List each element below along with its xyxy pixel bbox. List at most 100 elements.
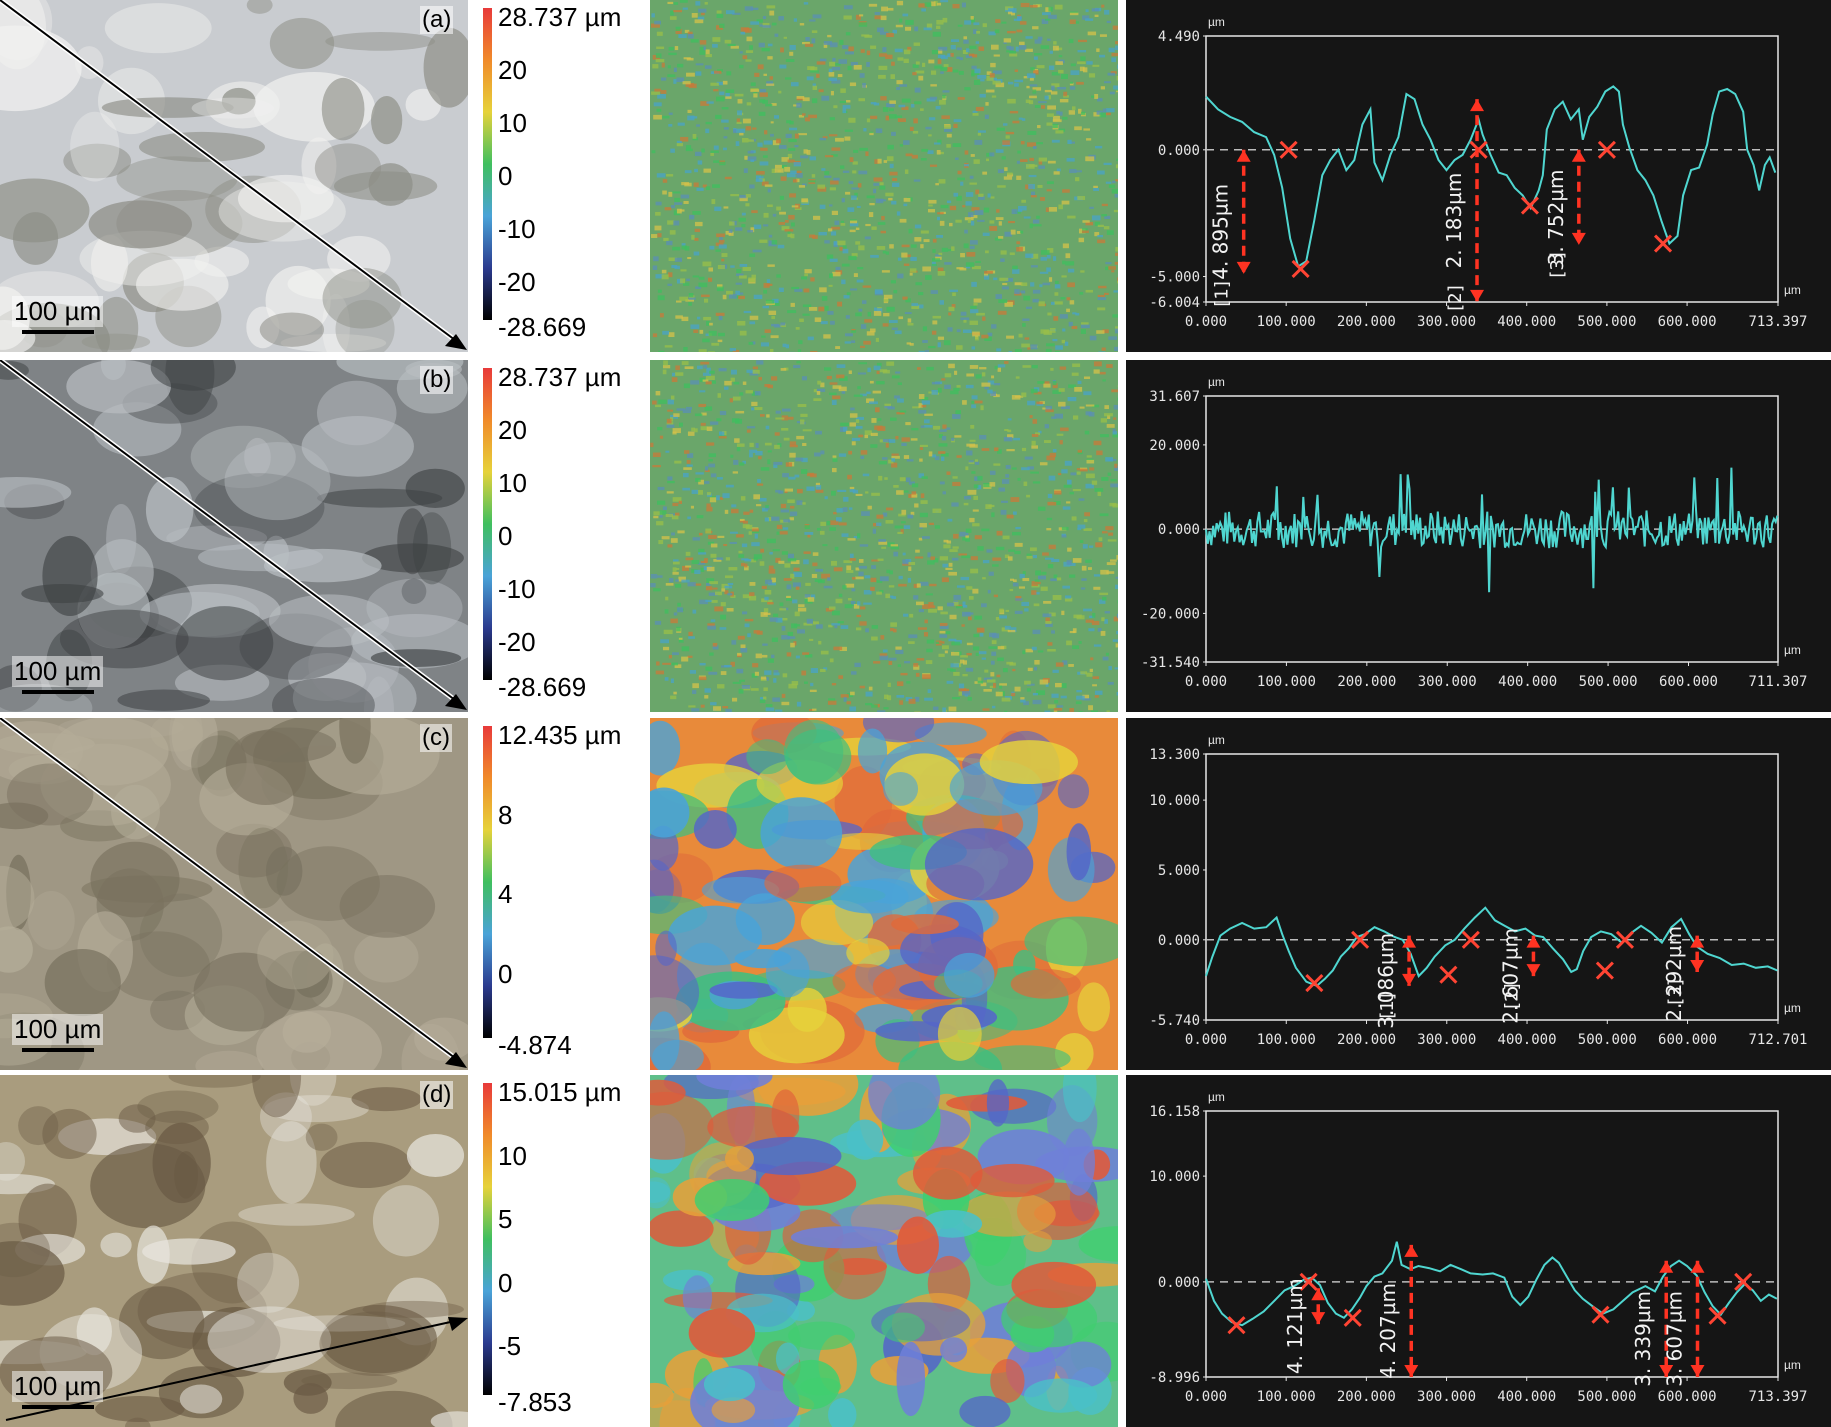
measurement-marker xyxy=(1439,965,1458,984)
x-unit-label: µm xyxy=(1784,643,1801,657)
colorbar-gradient xyxy=(483,726,492,1038)
scale-bar xyxy=(22,330,94,334)
x-tick-label: 400.000 xyxy=(1498,1032,1557,1048)
line-profile-chart: µm µm 16.158 10.000 0.000 -8.996 0.000 100.000 2… xyxy=(1126,1075,1831,1427)
height-difference-label: 2. 292µm xyxy=(1662,926,1686,1022)
scale-bar-label: 100 µm xyxy=(12,1014,104,1045)
figure-row: (c) 100 µm 12.435 µm 8 4 0 -4.874 µm µm 13.300 10.… xyxy=(0,718,1831,1070)
colorbar-tick-label: 28.737 µm xyxy=(498,362,622,392)
scale-bar xyxy=(22,690,94,694)
measurement-marker xyxy=(1279,140,1298,159)
x-tick-label: 713.397 xyxy=(1748,1389,1807,1405)
measurement-marker xyxy=(1708,1306,1727,1325)
panel-label: (d) xyxy=(420,1081,454,1109)
measurement-index-label: [1] xyxy=(1212,281,1233,307)
x-tick-label: 400.000 xyxy=(1498,674,1557,690)
height-map-3d xyxy=(650,718,1118,1070)
height-difference-arrow: 3. 752µm[3] xyxy=(1544,149,1586,278)
x-tick-label: 600.000 xyxy=(1658,1032,1717,1048)
measurement-marker xyxy=(1615,930,1635,949)
x-tick-label: 0.000 xyxy=(1185,1032,1227,1048)
colorbar-tick-label: 8 xyxy=(498,799,513,830)
height-map-image xyxy=(650,0,1118,352)
colorbar-tick-label: -28.669 xyxy=(498,672,587,702)
measurement-marker xyxy=(1227,1316,1246,1335)
x-tick-label: 713.397 xyxy=(1748,314,1807,330)
colorbar-tick-label: -20 xyxy=(498,627,536,657)
line-profile-chart: µm µm 31.607 20.000 0.000 -20.000 -31.540 0.000… xyxy=(1126,360,1831,712)
measurement-index-label: [3] xyxy=(1665,979,1686,1005)
x-unit-label: µm xyxy=(1784,283,1801,297)
colorbar-tick-label: -7.853 xyxy=(498,1387,572,1417)
colorbar-gradient xyxy=(483,8,492,320)
colorbar-tick-label: -28.669 xyxy=(498,312,587,342)
colorbar-tick-label: -5 xyxy=(498,1331,522,1362)
colorbar-tick-label: 0 xyxy=(498,958,513,989)
height-difference-arrow: 4. 207µm xyxy=(1376,1244,1419,1379)
x-tick-label: 100.000 xyxy=(1257,1032,1316,1048)
height-colorbar: 15.015 µm 10 5 0 -5 -7.853 xyxy=(480,1075,650,1427)
profile-series-line xyxy=(1205,85,1777,268)
y-unit-label: µm xyxy=(1208,1090,1225,1104)
y-tick-label: 13.300 xyxy=(1149,747,1200,763)
height-map-image xyxy=(650,1075,1118,1427)
measurement-marker xyxy=(1351,930,1370,949)
height-difference-label: 3. 607µm xyxy=(1663,1291,1687,1387)
x-tick-label: 712.701 xyxy=(1748,1032,1807,1048)
x-tick-label: 0.000 xyxy=(1185,314,1227,330)
colorbar-tick-label: 28.737 µm xyxy=(498,2,622,32)
x-tick-label: 200.000 xyxy=(1337,1389,1396,1405)
x-tick-label: 600.000 xyxy=(1659,674,1718,690)
x-tick-label: 400.000 xyxy=(1497,314,1556,330)
height-colorbar: 28.737 µm 20 10 0 -10 -20 -28.669 xyxy=(480,0,650,352)
measurement-marker xyxy=(1299,1272,1318,1291)
colorbar-tick-label: 4 xyxy=(498,879,513,909)
x-tick-label: 300.000 xyxy=(1417,1389,1476,1405)
measurement-marker xyxy=(1653,234,1673,253)
micrograph-image xyxy=(0,0,468,352)
plot-frame xyxy=(1205,1110,1779,1378)
colorbar-gradient xyxy=(483,368,492,680)
measurement-marker xyxy=(1591,1305,1610,1324)
colorbar-tick-label: 0 xyxy=(498,1267,513,1298)
y-tick-label: -20.000 xyxy=(1141,606,1200,622)
y-tick-label: -8.996 xyxy=(1149,1370,1200,1386)
height-map-3d xyxy=(650,360,1118,712)
y-tick-label: 5.000 xyxy=(1158,863,1200,879)
panel-label: (a) xyxy=(420,6,454,34)
figure-row: (a) 100 µm 28.737 µm 20 10 0 -10 -20 -28.669 µm µm… xyxy=(0,0,1831,352)
x-tick-label: 500.000 xyxy=(1579,674,1638,690)
height-difference-label: 2. 183µm xyxy=(1442,173,1466,269)
colorbar-tick-label: 10 xyxy=(498,108,527,138)
x-tick-label: 100.000 xyxy=(1257,314,1316,330)
y-tick-label: -5.740 xyxy=(1149,1013,1200,1029)
height-difference-label: 4. 895µm xyxy=(1209,184,1233,280)
height-difference-arrow: 4. 895µm[1] xyxy=(1209,149,1251,307)
height-difference-label: 4. 121µm xyxy=(1283,1278,1307,1374)
measurement-marker xyxy=(1305,974,1324,993)
panel-label: (b) xyxy=(420,366,454,394)
colorbar-tick-label: 10 xyxy=(498,1140,527,1171)
height-map-image xyxy=(650,718,1118,1070)
height-difference-label: 2. 607µm xyxy=(1498,928,1522,1024)
measurement-index-label: [2] xyxy=(1445,285,1466,311)
height-difference-label: 3. 752µm xyxy=(1544,169,1568,265)
measurement-index-label: [2] xyxy=(1501,983,1522,1009)
colorbar-tick-label: 10 xyxy=(498,468,527,498)
y-tick-label: 0.000 xyxy=(1158,522,1200,538)
x-unit-label: µm xyxy=(1784,1001,1801,1015)
y-unit-label: µm xyxy=(1208,375,1225,389)
x-tick-label: 100.000 xyxy=(1257,674,1316,690)
profile-series-line xyxy=(1205,467,1779,593)
measurement-marker xyxy=(1343,1308,1362,1327)
colorbar-gradient xyxy=(483,1083,492,1395)
optical-micrograph: (a) 100 µm xyxy=(0,0,468,352)
colorbar-tick-label: -10 xyxy=(498,214,536,244)
x-unit-label: µm xyxy=(1784,1358,1801,1372)
profile-plot: µm µm 16.158 10.000 0.000 -8.996 0.000 100.000 2… xyxy=(1149,1090,1807,1405)
y-tick-label: -31.540 xyxy=(1141,655,1200,671)
y-tick-label: 10.000 xyxy=(1149,793,1200,809)
y-unit-label: µm xyxy=(1208,15,1225,29)
y-tick-label: 31.607 xyxy=(1149,389,1200,405)
optical-micrograph: (b) 100 µm xyxy=(0,360,468,712)
